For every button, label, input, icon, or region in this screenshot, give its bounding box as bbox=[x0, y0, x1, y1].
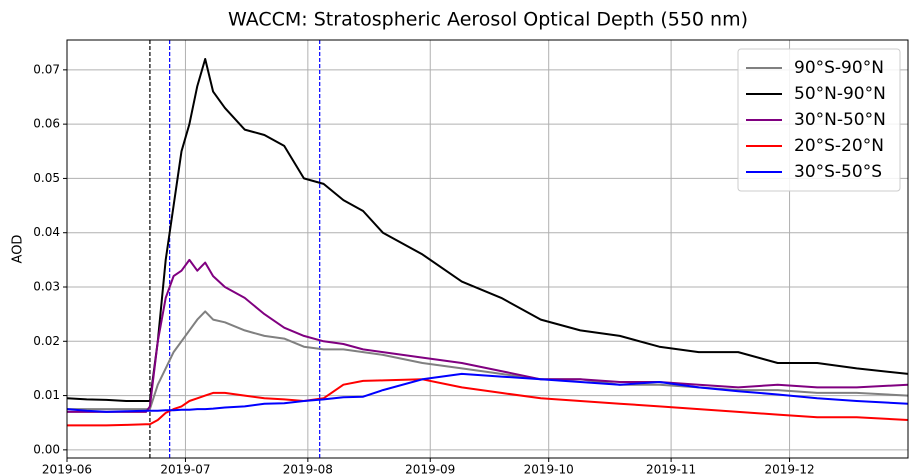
legend-box bbox=[737, 48, 901, 192]
x-tick-label: 2019-07 bbox=[160, 463, 210, 475]
x-tick-label: 2019-12 bbox=[764, 463, 814, 475]
series-line bbox=[67, 258, 909, 413]
legend-label: 20°S-20°N bbox=[794, 136, 884, 156]
chart-title: WACCM: Stratospheric Aerosol Optical Dep… bbox=[228, 9, 748, 31]
y-tick-label: 0.04 bbox=[33, 225, 60, 239]
y-tick-label: 0.01 bbox=[33, 388, 60, 402]
legend-label: 50°N-90°N bbox=[794, 84, 886, 104]
series-line bbox=[66, 372, 909, 413]
y-tick-label: 0.00 bbox=[33, 442, 60, 456]
y-tick-label: 0.07 bbox=[33, 62, 60, 76]
series-line bbox=[67, 378, 909, 427]
x-tick-label: 2019-11 bbox=[646, 463, 696, 475]
y-tick-label: 0.06 bbox=[33, 117, 60, 131]
y-tick-label: 0.03 bbox=[33, 280, 60, 294]
y-tick-label: 0.05 bbox=[33, 171, 60, 185]
x-tick-label: 2019-09 bbox=[405, 463, 455, 475]
plot-frame bbox=[66, 39, 909, 459]
legend-label: 30°S-50°S bbox=[794, 162, 882, 182]
legend-label: 90°S-90°N bbox=[794, 58, 884, 78]
x-tick-label: 2019-10 bbox=[524, 463, 574, 475]
series-line bbox=[67, 310, 909, 411]
x-tick-label: 2019-08 bbox=[283, 463, 333, 475]
x-tick-label: 2019-06 bbox=[42, 463, 92, 475]
legend-label: 30°N-50°N bbox=[794, 110, 886, 130]
y-tick-label: 0.02 bbox=[33, 334, 60, 348]
y-axis-label: AOD bbox=[11, 235, 26, 264]
